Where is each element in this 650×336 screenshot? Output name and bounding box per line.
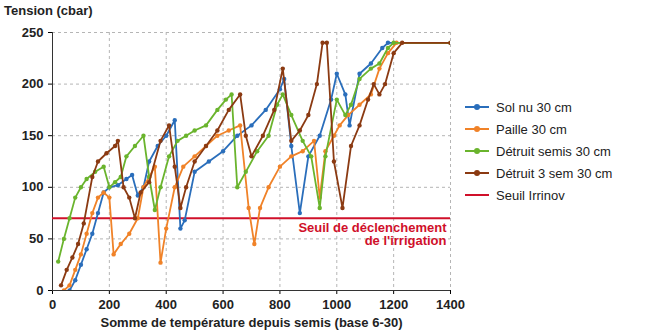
svg-text:800: 800	[269, 297, 291, 312]
html-text:Détruit 3 sem 30 cm: Détruit 3 sem 30 cm	[496, 165, 613, 181]
svg-text:1200: 1200	[379, 297, 408, 312]
svg-text:Somme de température depuis se: Somme de température depuis semis (base …	[100, 315, 402, 330]
svg-text:1000: 1000	[322, 297, 351, 312]
html-text:Seuil Irrinov: Seuil Irrinov	[496, 187, 565, 203]
svg-text:Seuil de déclenchementde l'irr: Seuil de déclenchementde l'irrigation	[298, 220, 447, 248]
svg-text:100: 100	[22, 179, 44, 194]
html-text:Sol nu 30 cm: Sol nu 30 cm	[496, 99, 572, 115]
html-text:Détruit semis 30 cm: Détruit semis 30 cm	[496, 143, 611, 159]
svg-text:0: 0	[36, 283, 43, 298]
svg-text:600: 600	[212, 297, 234, 312]
svg-text:400: 400	[155, 297, 177, 312]
svg-text:200: 200	[99, 297, 121, 312]
svg-text:250: 250	[22, 25, 44, 40]
svg-text:200: 200	[22, 76, 44, 91]
svg-text:0: 0	[49, 297, 56, 312]
html-text:Paille 30 cm: Paille 30 cm	[496, 121, 567, 137]
svg-text:50: 50	[29, 231, 43, 246]
svg-text:1400: 1400	[436, 297, 465, 312]
svg-text:150: 150	[22, 128, 44, 143]
html-text:Tension (cbar): Tension (cbar)	[4, 3, 93, 18]
